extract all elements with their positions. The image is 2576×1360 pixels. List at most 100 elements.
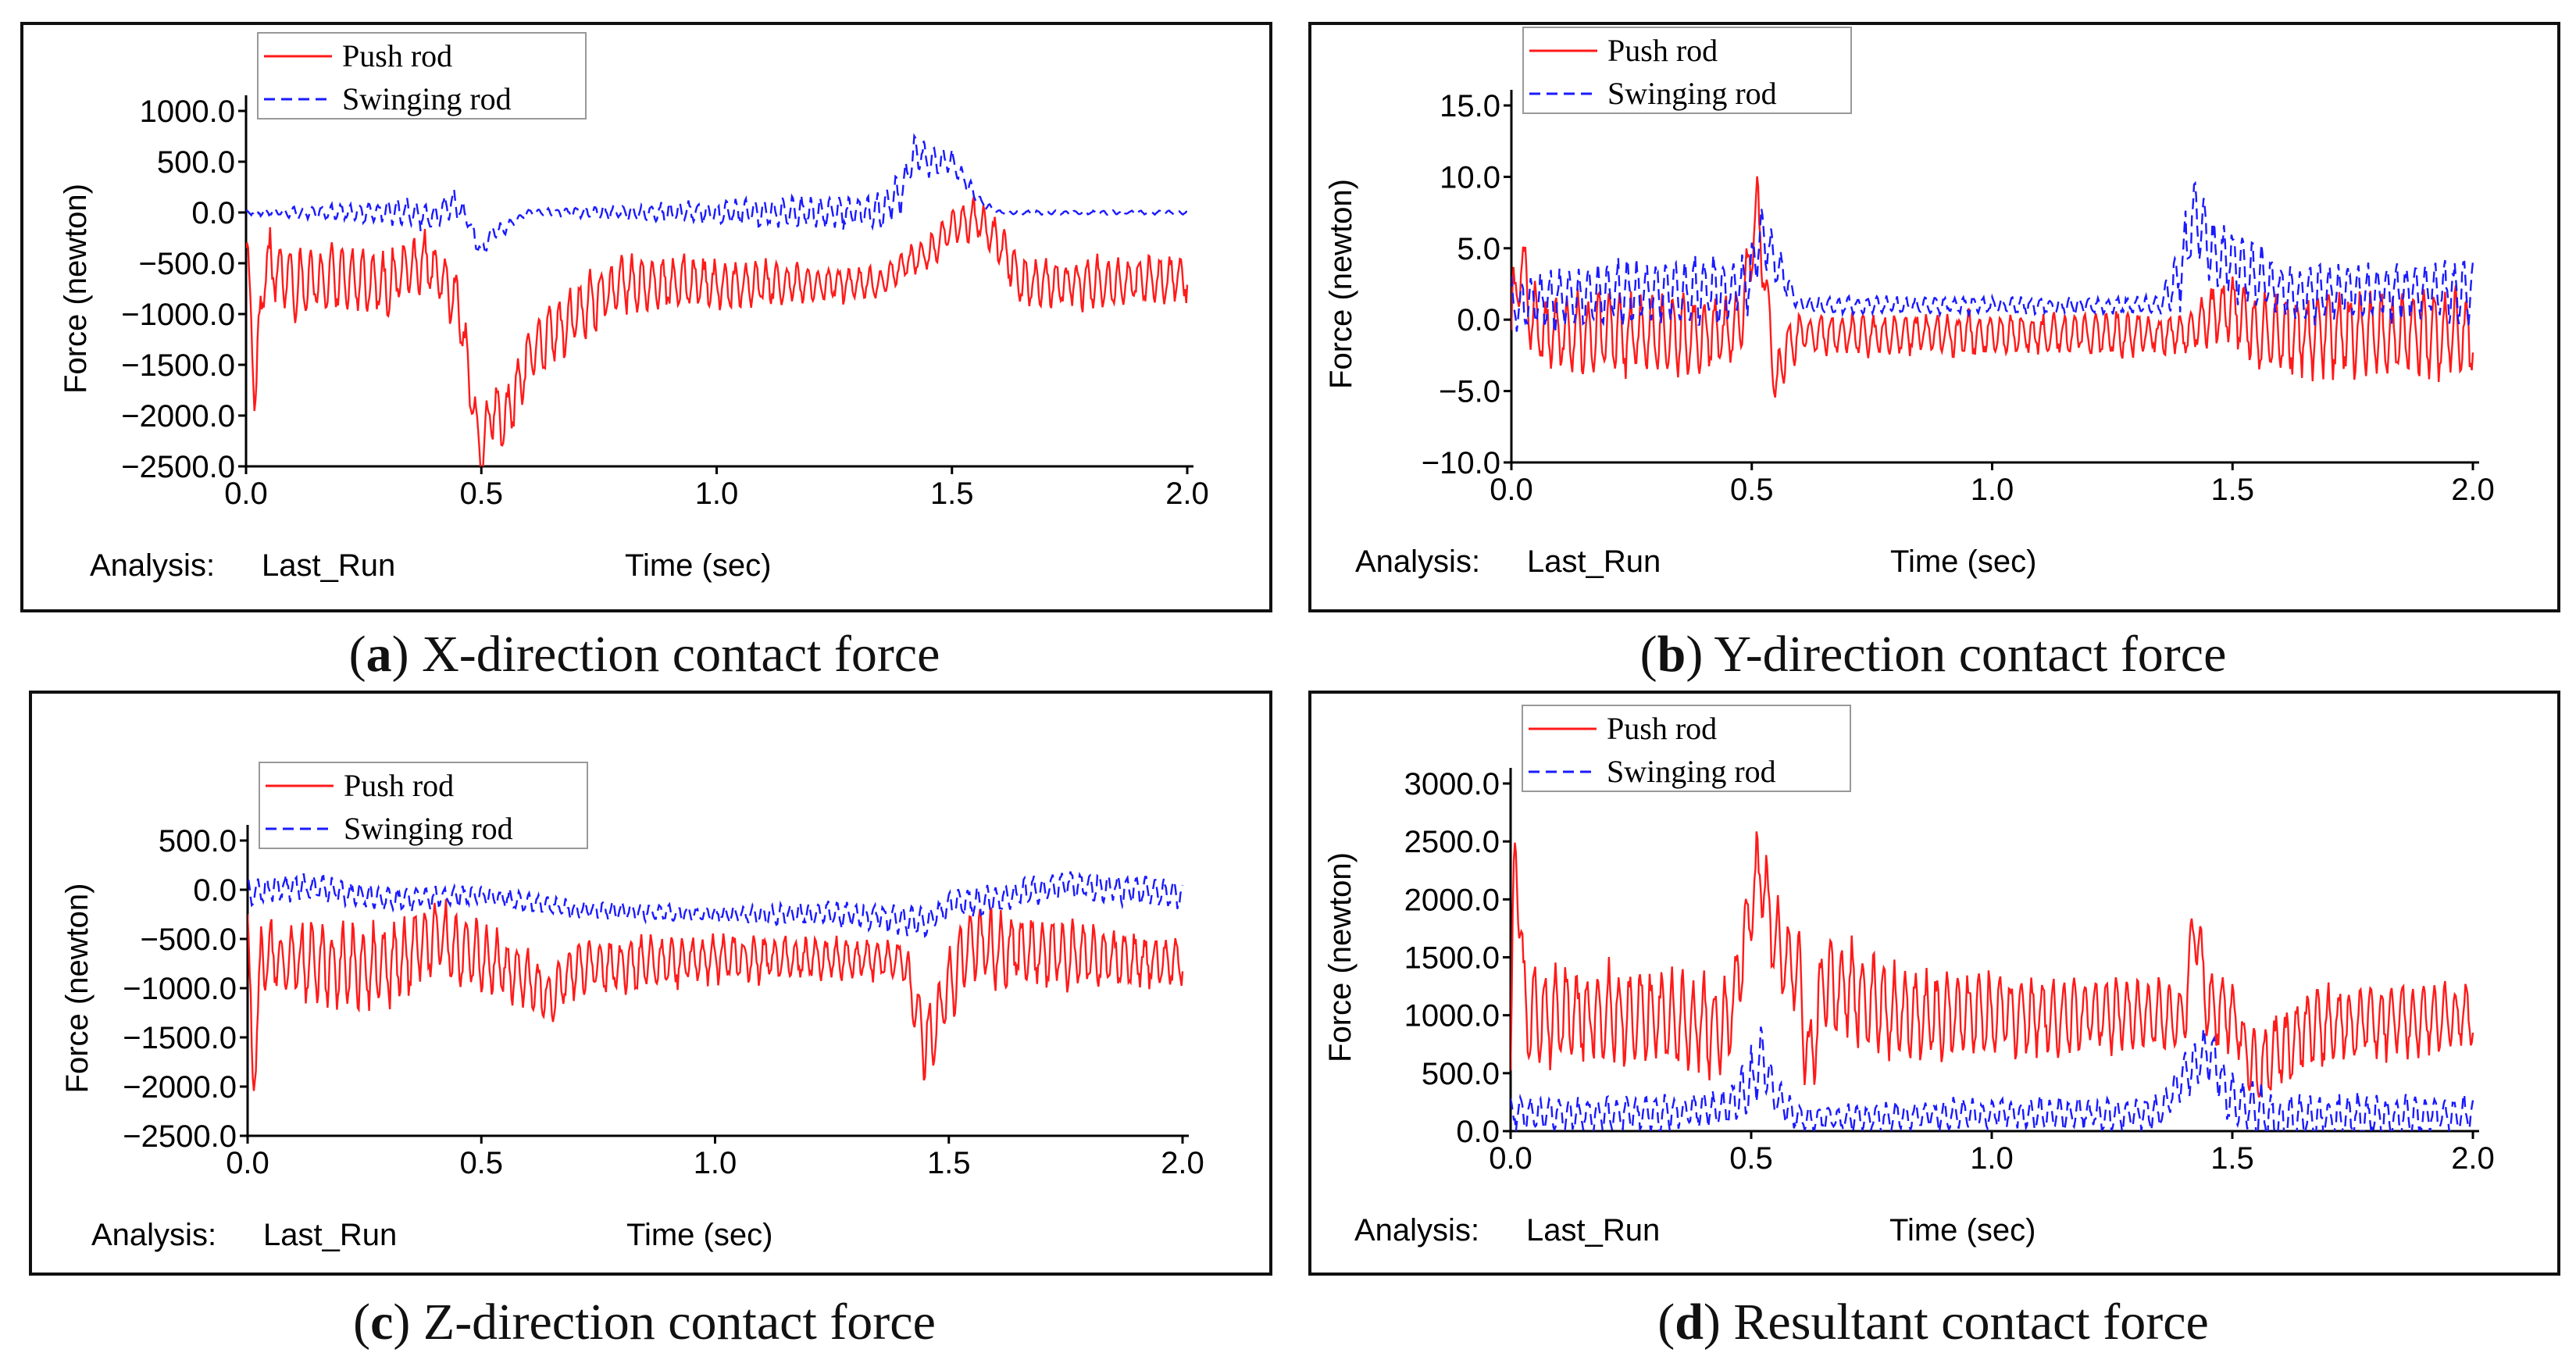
- x-tick-label: 2.0: [1165, 477, 1209, 511]
- x-tick-label: 0.0: [1490, 473, 1533, 507]
- y-tick-label: 0.0: [193, 873, 237, 908]
- caption-d: (d) Resultant contact force: [1657, 1294, 2209, 1351]
- x-tick-label: 0.0: [224, 477, 268, 511]
- x-tick-label: 1.5: [927, 1146, 971, 1180]
- y-tick-label: −2500.0: [123, 1119, 237, 1154]
- series-push-rod-line: [1511, 176, 2474, 398]
- x-tick-label: 1.0: [1971, 473, 2014, 507]
- y-tick-label: −500.0: [141, 923, 237, 957]
- y-tick-label: −2000.0: [123, 1070, 237, 1105]
- y-tick-label: −2000.0: [121, 399, 235, 434]
- legend-push-rod-label: Push rod: [342, 38, 452, 73]
- x-tick-label: 2.0: [2451, 473, 2495, 507]
- x-tick-label: 1.5: [2210, 1141, 2254, 1176]
- y-tick-label: 0.0: [1457, 303, 1500, 337]
- y-tick-label: 15.0: [1440, 89, 1500, 123]
- x-axis-label: Time (sec): [625, 548, 771, 583]
- x-axis-label: Time (sec): [1889, 1213, 2035, 1248]
- y-tick-label: −1000.0: [121, 298, 235, 332]
- y-tick-label: 0.0: [191, 196, 235, 230]
- y-tick-label: −2500.0: [121, 450, 235, 484]
- series-swinging-rod-line: [248, 871, 1184, 938]
- legend-box: [1522, 705, 1851, 792]
- caption-letter-b: b: [1657, 626, 1686, 683]
- x-tick-label: 1.0: [1970, 1141, 2014, 1176]
- caption-text-b: Y-direction contact force: [1714, 626, 2227, 683]
- chart-panel-c: 500.0 0.0 −500.0 −1000.0 −1500.0 −2000.0 −2500…: [29, 691, 1272, 1276]
- y-tick-label: 10.0: [1440, 160, 1500, 195]
- legend-push-rod-label: Push rod: [1607, 711, 1717, 746]
- caption-c: (c) Z-direction contact force: [353, 1294, 936, 1351]
- y-tick-label: −10.0: [1422, 446, 1500, 480]
- x-tick-label: 0.5: [459, 1146, 503, 1180]
- y-tick-label: 3000.0: [1404, 767, 1500, 801]
- analysis-label: Analysis:: [91, 1218, 216, 1252]
- chart-panel-b: 15.0 10.0 5.0 0.0 −5.0 −10.0 0.0 0.5 1.0 1.5 2.0 Fo…: [1308, 22, 2560, 612]
- series-push-rod-line: [1511, 831, 2474, 1098]
- y-tick-label: 5.0: [1457, 232, 1500, 266]
- y-tick-label: 1500.0: [1404, 941, 1500, 976]
- caption-text-a: X-direction contact force: [422, 626, 940, 683]
- series-swinging-rod-line: [246, 133, 1188, 252]
- chart-panel-d: 3000.0 2500.0 2000.0 1500.0 1000.0 500.0 0.0 0.…: [1308, 691, 2560, 1276]
- y-tick-label: 2500.0: [1404, 825, 1500, 859]
- y-tick-label: −1500.0: [121, 348, 235, 383]
- legend-swinging-rod-label: Swinging rod: [344, 811, 513, 846]
- y-axis-label: Force (newton): [1324, 179, 1358, 389]
- legend-push-rod-label: Push rod: [1607, 33, 1718, 68]
- chart-d: 3000.02500.02000.01500.01000.0500.00.00.…: [1323, 705, 2495, 1248]
- y-axis-label: Force (newton): [60, 883, 95, 1094]
- x-axis-label: Time (sec): [1890, 544, 2036, 579]
- y-tick-label: −5.0: [1439, 375, 1500, 409]
- caption-letter-a: a: [366, 626, 392, 683]
- caption-text-c: Z-direction contact force: [423, 1294, 936, 1351]
- x-tick-label: 1.0: [694, 1146, 737, 1180]
- chart-c: 500.0 0.0 −500.0 −1000.0 −1500.0 −2000.0 −2500…: [60, 762, 1204, 1252]
- x-tick-label: 1.5: [930, 477, 974, 511]
- series-swinging-rod-line: [1511, 1026, 2474, 1131]
- y-tick-label: 2000.0: [1404, 883, 1500, 917]
- caption-a: (a) X-direction contact force: [348, 626, 940, 683]
- analysis-label: Analysis:: [90, 548, 215, 583]
- y-tick-label: 500.0: [159, 824, 237, 858]
- legend-swinging-rod-label: Swinging rod: [1607, 76, 1777, 111]
- legend-box: [259, 762, 588, 849]
- run-name: Last_Run: [1526, 1213, 1660, 1248]
- x-tick-label: 0.5: [1729, 1141, 1773, 1176]
- caption-letter-c: c: [370, 1294, 394, 1351]
- legend-box: [1522, 27, 1852, 114]
- series-push-rod-line: [246, 196, 1189, 466]
- caption-text-d: Resultant contact force: [1733, 1294, 2209, 1351]
- run-name: Last_Run: [263, 1218, 397, 1252]
- series-swinging-rod-line: [1511, 180, 2474, 334]
- x-tick-label: 0.5: [459, 477, 503, 511]
- caption-letter-d: d: [1675, 1294, 1704, 1351]
- legend-swinging-rod-label: Swinging rod: [342, 81, 512, 116]
- x-tick-label: 2.0: [2451, 1141, 2495, 1176]
- x-tick-label: 2.0: [1161, 1146, 1204, 1180]
- run-name: Last_Run: [262, 548, 395, 583]
- legend-swinging-rod-label: Swinging rod: [1607, 754, 1776, 789]
- run-name: Last_Run: [1527, 544, 1661, 579]
- x-tick-label: 1.0: [695, 477, 739, 511]
- legend-push-rod-label: Push rod: [344, 768, 454, 803]
- x-tick-label: 0.5: [1730, 473, 1774, 507]
- y-axis-label: Force (newton): [1323, 852, 1358, 1062]
- analysis-label: Analysis:: [1355, 544, 1480, 579]
- caption-b: (b) Y-direction contact force: [1639, 626, 2227, 683]
- y-tick-label: 1000.0: [1404, 999, 1500, 1033]
- y-tick-label: 500.0: [1422, 1057, 1500, 1091]
- chart-panel-a: 1000.0 500.0 0.0 −500.0 −1000.0 −1500.0 −2000.…: [20, 22, 1272, 612]
- y-tick-label: −500.0: [139, 247, 235, 281]
- x-axis-label: Time (sec): [626, 1218, 772, 1252]
- chart-b: 15.010.05.00.0−5.0−10.00.0 0.5 1.0 1.5 2.0Fo…: [1324, 27, 2495, 579]
- legend-box: [257, 32, 587, 120]
- y-tick-label: 500.0: [157, 145, 235, 180]
- y-tick-label: 1000.0: [140, 95, 235, 129]
- y-tick-label: 0.0: [1456, 1115, 1500, 1149]
- x-tick-label: 0.0: [1489, 1141, 1532, 1176]
- x-tick-label: 1.5: [2210, 473, 2254, 507]
- y-axis-label: Force (newton): [59, 184, 93, 394]
- y-tick-label: −1500.0: [123, 1021, 237, 1055]
- analysis-label: Analysis:: [1354, 1213, 1479, 1248]
